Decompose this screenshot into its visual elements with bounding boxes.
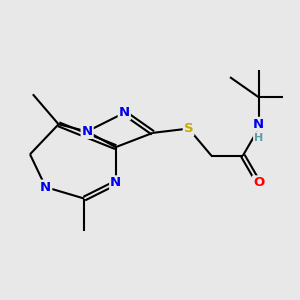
Text: N: N bbox=[40, 181, 51, 194]
Text: N: N bbox=[82, 125, 93, 138]
Text: N: N bbox=[110, 176, 121, 189]
Text: S: S bbox=[184, 122, 194, 135]
Text: O: O bbox=[253, 176, 264, 189]
Text: N: N bbox=[253, 118, 264, 131]
Text: N: N bbox=[119, 106, 130, 119]
Text: H: H bbox=[254, 133, 263, 143]
